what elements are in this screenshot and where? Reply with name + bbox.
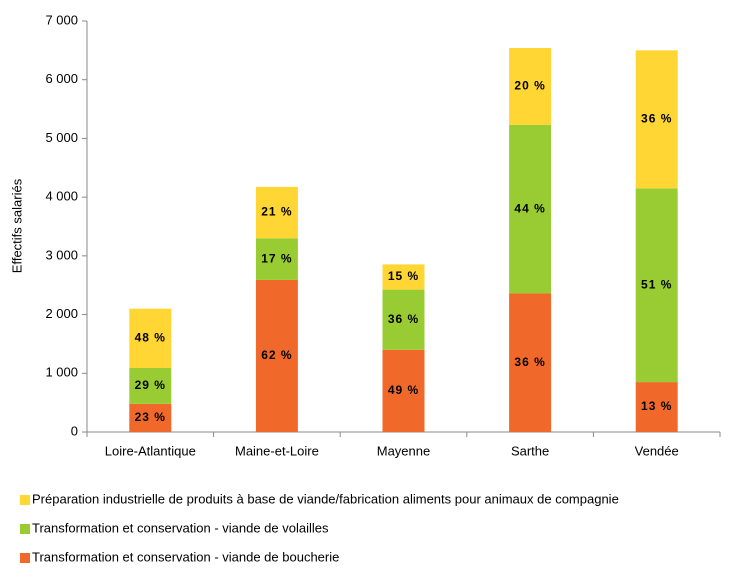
segment-label: 49 % <box>388 383 419 397</box>
x-tick-label: Vendée <box>635 443 679 458</box>
bar-segment <box>509 48 552 125</box>
bar-segment <box>635 382 678 432</box>
legend-label: Transformation et conservation - viande … <box>32 520 329 535</box>
bar-segment <box>635 188 678 383</box>
segment-label: 36 % <box>641 112 672 126</box>
bar-segment <box>255 279 298 432</box>
segment-label: 20 % <box>514 79 545 93</box>
segment-label: 48 % <box>135 331 166 345</box>
segment-label: 17 % <box>261 251 292 265</box>
bar-segment <box>509 293 552 432</box>
bar-segment <box>255 186 298 239</box>
y-axis-title: Effectifs salariés <box>9 178 24 273</box>
y-tick-label: 2 000 <box>45 306 78 321</box>
bar-segment <box>255 238 298 280</box>
bar-segment <box>509 124 552 294</box>
y-tick-label: 6 000 <box>45 71 78 86</box>
segment-label: 51 % <box>641 277 672 291</box>
legend-swatch <box>20 495 30 505</box>
bar-segment <box>382 264 425 290</box>
segment-label: 15 % <box>388 269 419 283</box>
y-tick-label: 7 000 <box>45 12 78 27</box>
bar-segment <box>635 50 678 189</box>
segment-label: 13 % <box>641 399 672 413</box>
legend-swatch <box>20 524 30 534</box>
y-tick-label: 0 <box>71 423 78 438</box>
bar-segment <box>129 403 172 432</box>
segment-label: 23 % <box>135 410 166 424</box>
bar-segment <box>129 308 172 369</box>
bar-segment <box>382 289 425 350</box>
x-tick-label: Mayenne <box>377 443 430 458</box>
x-tick-label: Maine-et-Loire <box>235 443 319 458</box>
y-tick-label: 1 000 <box>45 365 78 380</box>
bar-segment <box>382 349 425 432</box>
bar-segment <box>129 368 172 404</box>
segment-label: 36 % <box>388 312 419 326</box>
segment-label: 29 % <box>135 378 166 392</box>
segment-label: 44 % <box>514 201 545 215</box>
segment-label: 62 % <box>261 348 292 362</box>
x-tick-label: Sarthe <box>511 443 549 458</box>
legend-swatch <box>20 553 30 563</box>
legend-label: Transformation et conservation - viande … <box>32 549 339 564</box>
x-tick-label: Loire-Atlantique <box>105 443 196 458</box>
segment-label: 21 % <box>261 205 292 219</box>
segment-label: 36 % <box>514 355 545 369</box>
y-tick-label: 5 000 <box>45 130 78 145</box>
y-tick-label: 4 000 <box>45 189 78 204</box>
y-tick-label: 3 000 <box>45 247 78 262</box>
legend-label: Préparation industrielle de produits à b… <box>32 491 619 506</box>
